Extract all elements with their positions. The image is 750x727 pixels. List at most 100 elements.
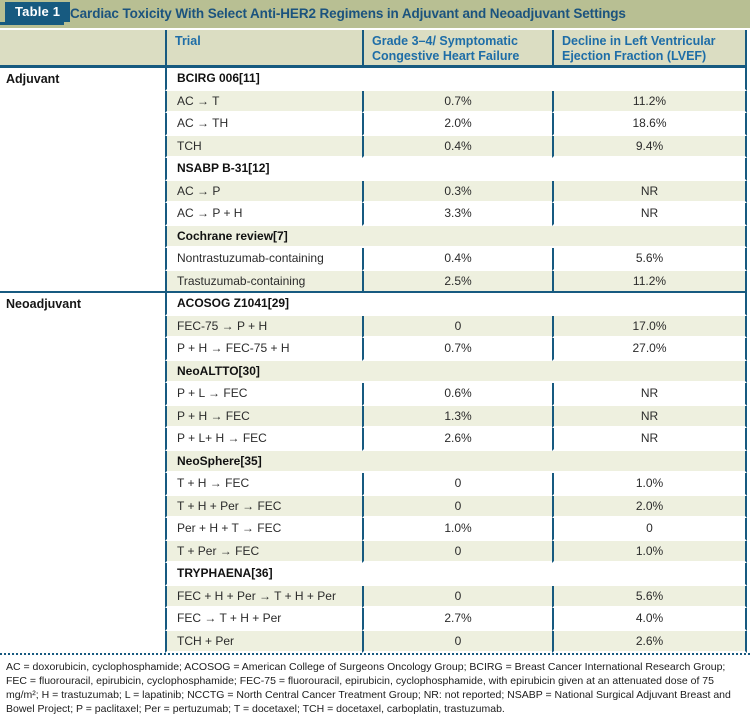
table-row: P + L+ H → FEC 2.6% NR [0, 428, 747, 451]
chf-value-cell: 0 [362, 585, 552, 608]
table-row: TCH + Per 0 2.6% [0, 630, 747, 653]
regimen-cell: TCH + Per [165, 630, 362, 653]
table-title-bar: Table 1 Cardiac Toxicity With Select Ant… [0, 0, 750, 28]
table-row: T + H + Per → FEC 0 2.0% [0, 495, 747, 518]
trial-name-cell: ACOSOG Z1041[29] [165, 293, 747, 316]
column-header-trial: Trial [165, 30, 362, 68]
regimen-cell: AC → TH [165, 113, 362, 136]
column-header-row: Trial Grade 3–4/ Symptomatic Congestive … [0, 30, 747, 68]
table-row: Trastuzumab-containing 2.5% 11.2% [0, 270, 747, 293]
chf-value-cell: 0.3% [362, 180, 552, 203]
lvef-value-cell: 4.0% [552, 608, 747, 631]
lvef-value-cell: 5.6% [552, 585, 747, 608]
chf-value-cell: 0 [362, 315, 552, 338]
table-number-tag: Table 1 [5, 2, 71, 22]
column-header-chf: Grade 3–4/ Symptomatic Congestive Heart … [362, 30, 552, 68]
trial-header-row: Cochrane review[7] [0, 225, 747, 248]
trial-name-cell: TRYPHAENA[36] [165, 563, 747, 586]
lvef-value-cell: 1.0% [552, 540, 747, 563]
regimen-cell: FEC + H + Per → T + H + Per [165, 585, 362, 608]
chf-value-cell: 0.6% [362, 383, 552, 406]
table-row: T + Per → FEC 0 1.0% [0, 540, 747, 563]
lvef-value-cell: 27.0% [552, 338, 747, 361]
chf-value-cell: 2.5% [362, 270, 552, 293]
table-tag-underline [0, 22, 64, 25]
section-label-neoadjuvant: Neoadjuvant [0, 293, 165, 653]
regimen-cell: T + H + Per → FEC [165, 495, 362, 518]
chf-value-cell: 2.7% [362, 608, 552, 631]
regimen-cell: Per + H + T → FEC [165, 518, 362, 541]
trial-name-cell: NeoALTTO[30] [165, 360, 747, 383]
lvef-value-cell: 9.4% [552, 135, 747, 158]
lvef-value-cell: 11.2% [552, 90, 747, 113]
table-row: FEC-75 → P + H 0 17.0% [0, 315, 747, 338]
trial-name-cell: BCIRG 006[11] [165, 68, 747, 91]
chf-value-cell: 2.6% [362, 428, 552, 451]
chf-value-cell: 2.0% [362, 113, 552, 136]
lvef-value-cell: NR [552, 405, 747, 428]
regimen-cell: FEC-75 → P + H [165, 315, 362, 338]
footnote-divider [0, 653, 750, 655]
regimen-cell: AC → T [165, 90, 362, 113]
lvef-value-cell: NR [552, 180, 747, 203]
table-row: AC → TH 2.0% 18.6% [0, 113, 747, 136]
lvef-value-cell: 2.6% [552, 630, 747, 653]
regimen-cell: T + Per → FEC [165, 540, 362, 563]
chf-value-cell: 0 [362, 540, 552, 563]
chf-value-cell: 0 [362, 473, 552, 496]
trial-header-row: NeoALTTO[30] [0, 360, 747, 383]
regimen-cell: FEC → T + H + Per [165, 608, 362, 631]
chf-value-cell: 0.7% [362, 90, 552, 113]
lvef-value-cell: 2.0% [552, 495, 747, 518]
lvef-value-cell: 5.6% [552, 248, 747, 271]
regimen-cell: P + L+ H → FEC [165, 428, 362, 451]
chf-value-cell: 0.4% [362, 135, 552, 158]
lvef-value-cell: NR [552, 428, 747, 451]
chf-value-cell: 1.0% [362, 518, 552, 541]
regimen-cell: P + H → FEC-75 + H [165, 338, 362, 361]
regimen-cell: AC → P + H [165, 203, 362, 226]
table-row: P + L → FEC 0.6% NR [0, 383, 747, 406]
regimen-cell: P + L → FEC [165, 383, 362, 406]
chf-value-cell: 0.4% [362, 248, 552, 271]
lvef-value-cell: 17.0% [552, 315, 747, 338]
chf-value-cell: 0.7% [362, 338, 552, 361]
lvef-value-cell: 11.2% [552, 270, 747, 293]
regimen-cell: T + H → FEC [165, 473, 362, 496]
table-row: T + H → FEC 0 1.0% [0, 473, 747, 496]
trial-header-row: NeoSphere[35] [0, 450, 747, 473]
trial-header-row: TRYPHAENA[36] [0, 563, 747, 586]
abbreviations-footnote: AC = doxorubicin, cyclophosphamide; ACOS… [6, 661, 731, 715]
trial-header-row: NSABP B-31[12] [0, 158, 747, 181]
trial-header-row: Adjuvant BCIRG 006[11] [0, 68, 747, 293]
regimen-cell: AC → P [165, 180, 362, 203]
section-label-adjuvant: Adjuvant [0, 68, 165, 293]
trial-name-cell: NSABP B-31[12] [165, 158, 747, 181]
chf-value-cell: 3.3% [362, 203, 552, 226]
table-row: FEC → T + H + Per 2.7% 4.0% [0, 608, 747, 631]
lvef-value-cell: NR [552, 203, 747, 226]
trial-header-row: Neoadjuvant ACOSOG Z1041[29] [0, 293, 747, 653]
cardiac-toxicity-table: Trial Grade 3–4/ Symptomatic Congestive … [0, 30, 747, 653]
table-row: Nontrastuzumab-containing 0.4% 5.6% [0, 248, 747, 271]
table-row: TCH 0.4% 9.4% [0, 135, 747, 158]
chf-value-cell: 0 [362, 630, 552, 653]
table-row: AC → P 0.3% NR [0, 180, 747, 203]
chf-value-cell: 0 [362, 495, 552, 518]
trial-name-cell: NeoSphere[35] [165, 450, 747, 473]
table-row: P + H → FEC-75 + H 0.7% 27.0% [0, 338, 747, 361]
lvef-value-cell: NR [552, 383, 747, 406]
column-header-category [0, 30, 165, 68]
table-row: P + H → FEC 1.3% NR [0, 405, 747, 428]
column-header-lvef: Decline in Left Ventricular Ejection Fra… [552, 30, 747, 68]
chf-value-cell: 1.3% [362, 405, 552, 428]
regimen-cell: P + H → FEC [165, 405, 362, 428]
table-title: Cardiac Toxicity With Select Anti-HER2 R… [70, 6, 626, 21]
table-row: AC → T 0.7% 11.2% [0, 90, 747, 113]
table-row: AC → P + H 3.3% NR [0, 203, 747, 226]
regimen-cell: Trastuzumab-containing [165, 270, 362, 293]
regimen-cell: Nontrastuzumab-containing [165, 248, 362, 271]
lvef-value-cell: 0 [552, 518, 747, 541]
trial-name-cell: Cochrane review[7] [165, 225, 747, 248]
